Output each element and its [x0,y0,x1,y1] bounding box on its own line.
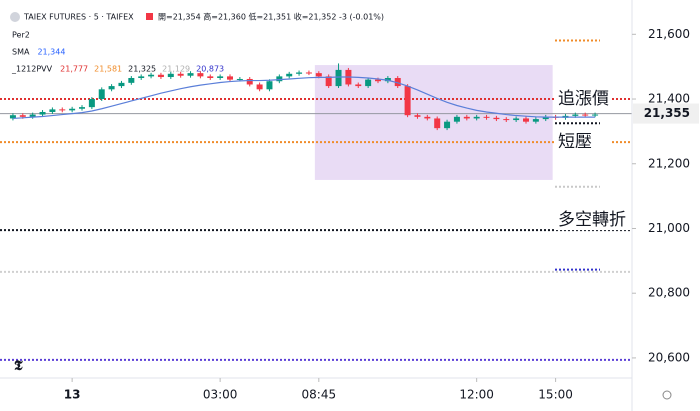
candle-body [463,116,470,119]
candle-body [296,72,303,74]
candle-body [79,107,85,109]
sma-line [12,76,596,120]
candle-body [572,114,579,116]
legend-name: SMA [12,48,30,57]
candle-body [256,84,263,90]
highlight-zone [314,65,553,180]
candle-body [493,117,500,120]
x-tick-label: 13 [64,388,81,402]
market-icon [146,13,153,20]
candle-body [108,86,115,90]
legend-value: 21,129 [162,65,190,74]
candle-body [444,121,451,129]
last-price-tag [633,103,699,124]
candle-body [246,78,253,85]
candle-body [138,76,145,78]
candle-body [473,116,480,119]
candle-body [335,69,342,87]
candle-body [148,74,155,77]
level-label: 多空轉折 [558,210,626,230]
candle-body [236,78,243,80]
candle-body [384,77,391,82]
candle-body [167,73,174,78]
logo: 𝕿 [14,358,23,374]
candle-body [365,79,372,87]
candle-body [128,77,135,83]
candle-body [414,115,421,117]
candle-body [227,76,233,80]
legend-value: 21,344 [37,48,65,57]
candle-body [305,72,312,74]
level-label-bg [556,89,612,110]
candle-body [592,114,599,116]
candle-body [118,82,125,87]
candle-body [375,79,381,82]
candle-body [286,73,293,77]
candle-body [266,81,273,90]
legend-value: 21,777 [60,65,88,74]
level-label: 短壓 [558,132,592,152]
candle-body [217,76,224,78]
level-label-bg [556,210,630,231]
candle-body [29,114,36,117]
candle-body [523,118,529,122]
candle-body [39,111,46,115]
legend-value: 21,325 [128,65,156,74]
candle-body [197,73,204,77]
level-label-bg [556,132,612,153]
y-tick-label: 21,000 [648,221,690,235]
candle-body [424,116,431,119]
candle-body [453,116,460,122]
candle-body [513,118,520,121]
candle-body [19,115,26,117]
candle-body [582,114,589,116]
y-tick-label: 20,800 [648,286,690,300]
symbol-icon [10,12,20,22]
candle-body [394,77,401,87]
candle-body [276,76,283,82]
chart-title: TAIEX FUTURES · 5 · TAIFEX [23,13,134,22]
candle-body [404,86,411,116]
y-tick-label: 21,200 [648,156,690,170]
candle-body [355,84,362,87]
quote: 開=21,354 高=21,360 低=21,351 收=21,352 -3 (… [158,12,384,22]
settings-icon[interactable] [662,390,672,400]
candle-body [59,109,66,111]
y-tick-label: 21,400 [648,92,690,106]
candle-body [532,119,539,122]
candle-body [542,116,549,120]
legend-value: 21,581 [94,65,122,74]
candle-body [434,118,441,129]
legend-value: 20,873 [196,65,224,74]
x-tick-label: 08:45 [302,388,337,402]
candle-body [88,99,95,108]
candle-body [157,74,164,78]
x-tick-label: 03:00 [203,388,238,402]
level-label: 追漲價 [558,89,609,109]
x-tick-label: 12:00 [459,388,494,402]
candle-body [9,115,16,119]
legend-name: _1212PVV [11,65,53,74]
y-tick-label: 21,600 [648,27,690,41]
y-tick-label: 20,600 [648,350,690,364]
candle-body [49,109,56,112]
candle-body [503,119,510,121]
candle-body [69,108,76,111]
candle-body [187,73,194,76]
candle-body [315,73,322,77]
last-price-label: 21,355 [644,106,690,120]
candle-body [177,73,184,76]
candle-body [483,116,490,118]
legend-name: Per2 [12,31,30,40]
candle-body [207,76,214,78]
candle-body [98,89,105,100]
candle-body [325,76,332,87]
x-tick-label: 15:00 [538,388,573,402]
